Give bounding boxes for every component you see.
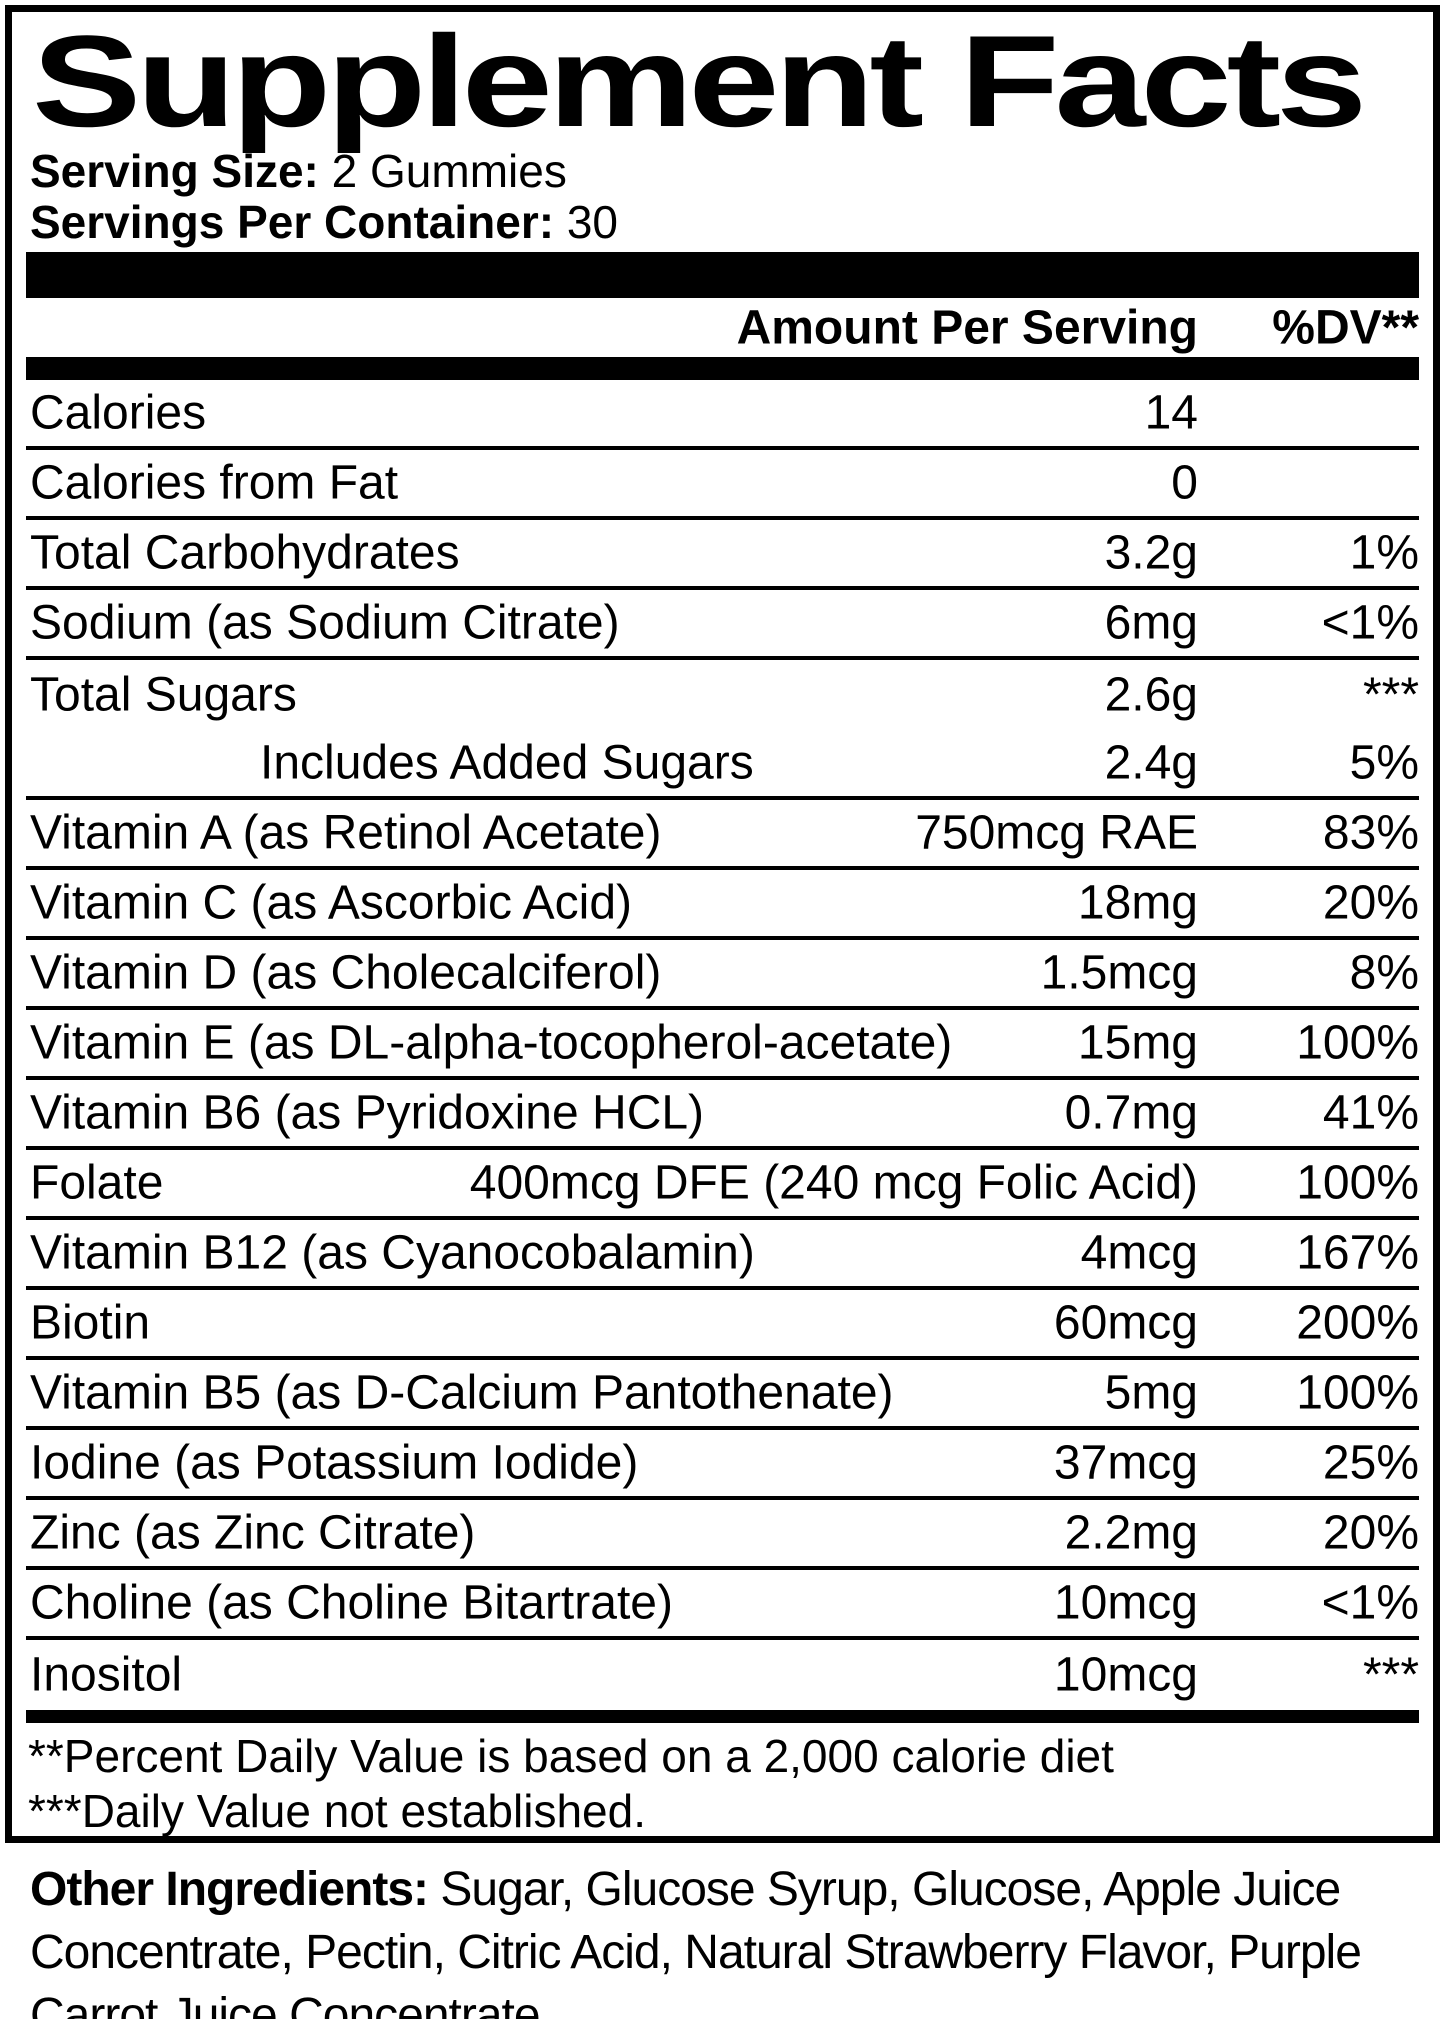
nutrient-amount: 37mcg	[1053, 1436, 1198, 1490]
nutrient-row: Inositol 10mcg ***	[26, 1640, 1419, 1710]
nutrient-dv: 100%	[1296, 1156, 1419, 1210]
nutrient-name: Folate	[30, 1156, 164, 1210]
nutrient-dv: ***	[1362, 668, 1419, 722]
nutrient-row: Vitamin C (as Ascorbic Acid) 18mg 20%	[26, 870, 1419, 940]
label-title: Supplement Facts	[32, 8, 1367, 154]
facts-rows: Calories 14 Calories from Fat 0 Total Ca…	[26, 380, 1419, 1710]
divider-bar-footnotes	[26, 1710, 1419, 1723]
nutrient-name: Vitamin B12 (as Cyanocobalamin)	[30, 1226, 755, 1280]
nutrient-amount: 15mg	[1077, 1016, 1198, 1070]
nutrient-row: Choline (as Choline Bitartrate) 10mcg <1…	[26, 1570, 1419, 1640]
other-ingredients-label: Other Ingredients:	[30, 1863, 429, 1916]
nutrient-dv: 25%	[1322, 1436, 1419, 1490]
nutrient-amount: 5mg	[1104, 1366, 1198, 1420]
nutrient-row: Total Carbohydrates 3.2g 1%	[26, 520, 1419, 590]
serving-size-label: Serving Size:	[30, 145, 319, 197]
nutrient-row: Includes Added Sugars 2.4g 5%	[26, 730, 1419, 800]
other-ingredients-text: Sugar, Glucose Syrup, Glucose, Apple Jui…	[30, 1863, 1362, 2019]
nutrient-row: Vitamin B12 (as Cyanocobalamin) 4mcg 167…	[26, 1220, 1419, 1290]
nutrient-name: Vitamin D (as Cholecalciferol)	[30, 946, 662, 1000]
nutrient-name: Iodine (as Potassium Iodide)	[30, 1436, 639, 1490]
nutrient-name: Total Sugars	[30, 668, 297, 722]
nutrient-name: Calories from Fat	[30, 456, 399, 510]
nutrient-amount: 4mcg	[1080, 1226, 1198, 1280]
nutrient-amount: 0	[1171, 456, 1198, 510]
nutrient-row: Calories from Fat 0	[26, 450, 1419, 520]
nutrient-name: Vitamin B5 (as D-Calcium Pantothenate)	[30, 1366, 894, 1420]
nutrient-amount: 60mcg	[1053, 1296, 1198, 1350]
nutrient-amount: 1.5mcg	[1040, 946, 1198, 1000]
nutrient-amount: 14	[1144, 386, 1198, 440]
nutrient-dv: 8%	[1349, 946, 1419, 1000]
nutrient-dv: 100%	[1296, 1016, 1419, 1070]
servings-per-container-label: Servings Per Container:	[30, 196, 555, 248]
nutrient-name: Vitamin C (as Ascorbic Acid)	[30, 876, 632, 930]
nutrient-amount: 2.6g	[1104, 668, 1198, 722]
nutrient-dv: 20%	[1322, 1506, 1419, 1560]
nutrient-row: Calories 14	[26, 380, 1419, 450]
nutrient-dv: <1%	[1321, 596, 1419, 650]
nutrient-dv: 200%	[1296, 1296, 1419, 1350]
nutrient-dv: ***	[1362, 1648, 1419, 1702]
serving-size-line: Serving Size: 2 Gummies	[30, 146, 1419, 197]
nutrient-row: Vitamin B5 (as D-Calcium Pantothenate) 5…	[26, 1360, 1419, 1430]
footnote-daily-value: **Percent Daily Value is based on a 2,00…	[28, 1730, 1114, 1782]
nutrient-dv: 41%	[1322, 1086, 1419, 1140]
nutrient-row: Iodine (as Potassium Iodide) 37mcg 25%	[26, 1430, 1419, 1500]
nutrient-name: Vitamin E (as DL-alpha-tocopherol-acetat…	[30, 1016, 953, 1070]
nutrient-dv: <1%	[1321, 1576, 1419, 1630]
nutrient-amount: 10mcg	[1053, 1576, 1198, 1630]
nutrient-name: Total Carbohydrates	[30, 526, 460, 580]
servings-per-container-value: 30	[566, 196, 618, 248]
footnote-not-established: ***Daily Value not established.	[28, 1785, 646, 1837]
nutrient-name: Zinc (as Zinc Citrate)	[30, 1506, 476, 1560]
servings-per-container-line: Servings Per Container: 30	[30, 197, 1419, 248]
divider-bar-header	[26, 357, 1419, 380]
nutrient-row: Sodium (as Sodium Citrate) 6mg <1%	[26, 590, 1419, 660]
nutrient-amount: 10mcg	[1053, 1648, 1198, 1702]
nutrient-amount: 2.2mg	[1064, 1506, 1198, 1560]
nutrient-amount: 0.7mg	[1064, 1086, 1198, 1140]
nutrient-row: Folate 400mcg DFE (240 mcg Folic Acid) 1…	[26, 1150, 1419, 1220]
nutrient-name: Inositol	[30, 1648, 183, 1702]
nutrient-amount: 400mcg DFE (240 mcg Folic Acid)	[469, 1156, 1198, 1210]
footnotes: **Percent Daily Value is based on a 2,00…	[26, 1723, 1419, 1839]
nutrient-name: Vitamin B6 (as Pyridoxine HCL)	[30, 1086, 705, 1140]
nutrient-row: Total Sugars 2.6g ***	[26, 660, 1419, 730]
nutrient-row: Vitamin A (as Retinol Acetate) 750mcg RA…	[26, 800, 1419, 870]
nutrient-row: Vitamin D (as Cholecalciferol) 1.5mcg 8%	[26, 940, 1419, 1010]
nutrient-amount: 6mg	[1104, 596, 1198, 650]
nutrient-name: Vitamin A (as Retinol Acetate)	[30, 806, 662, 860]
column-header-dv: %DV**	[1272, 301, 1419, 354]
nutrient-name: Calories	[30, 386, 207, 440]
nutrient-amount: 750mcg RAE	[915, 806, 1198, 860]
nutrient-amount: 18mg	[1077, 876, 1198, 930]
nutrient-dv: 1%	[1349, 526, 1419, 580]
nutrient-dv: 167%	[1296, 1226, 1419, 1280]
nutrient-name: Choline (as Choline Bitartrate)	[30, 1576, 673, 1630]
nutrient-dv: 5%	[1349, 736, 1419, 790]
divider-bar-top	[26, 252, 1419, 298]
column-header-row: Amount Per Serving %DV**	[26, 298, 1419, 357]
other-ingredients: Other Ingredients: Sugar, Glucose Syrup,…	[30, 1858, 1422, 2019]
nutrient-row: Vitamin B6 (as Pyridoxine HCL) 0.7mg 41%	[26, 1080, 1419, 1150]
nutrient-row: Vitamin E (as DL-alpha-tocopherol-acetat…	[26, 1010, 1419, 1080]
facts-panel: Supplement Facts Serving Size: 2 Gummies…	[5, 5, 1440, 1843]
nutrient-dv: 100%	[1296, 1366, 1419, 1420]
nutrient-dv: 83%	[1322, 806, 1419, 860]
serving-size-value: 2 Gummies	[331, 145, 567, 197]
nutrient-dv: 20%	[1322, 876, 1419, 930]
nutrient-amount: 3.2g	[1104, 526, 1198, 580]
column-header-amount: Amount Per Serving	[736, 301, 1198, 354]
nutrient-row: Zinc (as Zinc Citrate) 2.2mg 20%	[26, 1500, 1419, 1570]
nutrient-name: Biotin	[30, 1296, 151, 1350]
nutrient-name: Sodium (as Sodium Citrate)	[30, 596, 620, 650]
nutrient-row: Biotin 60mcg 200%	[26, 1290, 1419, 1360]
nutrient-amount: 2.4g	[1104, 736, 1198, 790]
nutrient-name: Includes Added Sugars	[260, 736, 754, 790]
